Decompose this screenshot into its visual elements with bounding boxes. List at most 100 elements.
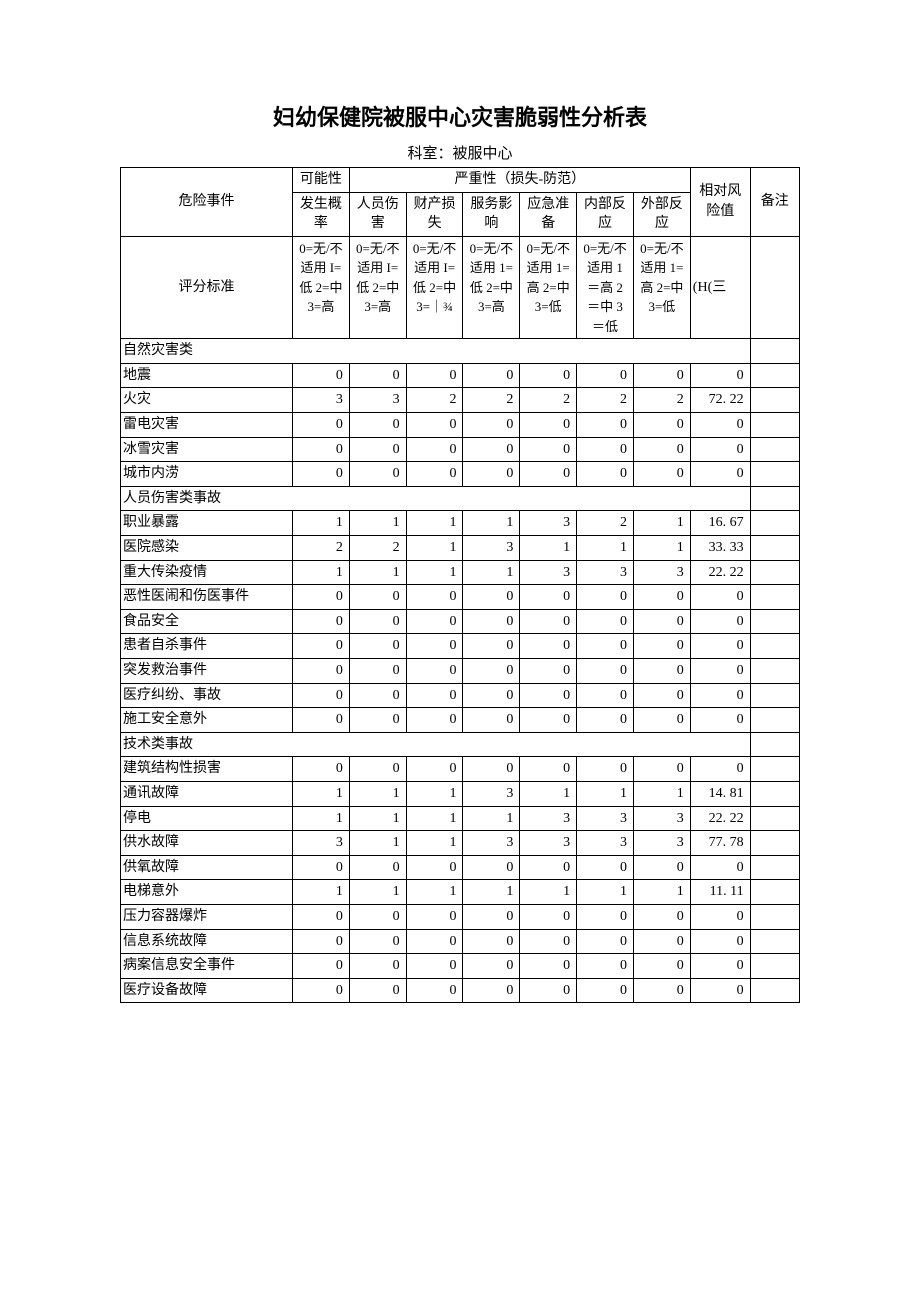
row-name: 患者自杀事件 — [121, 634, 293, 659]
cell-value: 0 — [293, 462, 350, 487]
table-row: 突发救治事件00000000 — [121, 659, 800, 684]
table-row: 地震00000000 — [121, 363, 800, 388]
note-cell — [750, 708, 799, 733]
cell-value: 1 — [633, 536, 690, 561]
cell-value: 0 — [520, 954, 577, 979]
cell-value: 0 — [406, 462, 463, 487]
row-name: 地震 — [121, 363, 293, 388]
cell-value: 0 — [349, 708, 406, 733]
cell-value: 0 — [406, 363, 463, 388]
cell-value: 1 — [463, 806, 520, 831]
cell-value: 0 — [520, 363, 577, 388]
cell-value: 0 — [633, 659, 690, 684]
cell-value: 1 — [463, 511, 520, 536]
cell-value: 0 — [463, 634, 520, 659]
header-c2: 人员伤害 — [349, 192, 406, 236]
header-severity-group: 严重性（损失-防范） — [349, 168, 690, 193]
cell-value: 1 — [633, 781, 690, 806]
row-name: 医院感染 — [121, 536, 293, 561]
header-c7: 外部反应 — [633, 192, 690, 236]
cell-value: 1 — [633, 880, 690, 905]
risk-value: 0 — [690, 659, 750, 684]
cell-value: 1 — [520, 880, 577, 905]
risk-value: 0 — [690, 437, 750, 462]
note-cell — [750, 560, 799, 585]
cell-value: 3 — [463, 831, 520, 856]
risk-value: 0 — [690, 929, 750, 954]
cell-value: 2 — [349, 536, 406, 561]
header-prob-group: 可能性 — [293, 168, 350, 193]
cell-value: 0 — [577, 659, 634, 684]
cell-value: 0 — [633, 683, 690, 708]
cell-value: 1 — [349, 831, 406, 856]
cell-value: 3 — [520, 831, 577, 856]
cell-value: 1 — [520, 781, 577, 806]
row-name: 压力容器爆炸 — [121, 904, 293, 929]
cell-value: 0 — [406, 929, 463, 954]
cell-value: 1 — [293, 511, 350, 536]
cell-value: 3 — [520, 511, 577, 536]
header-c3: 财产损失 — [406, 192, 463, 236]
cell-value: 0 — [293, 659, 350, 684]
cell-value: 2 — [463, 388, 520, 413]
cell-value: 0 — [577, 609, 634, 634]
cell-value: 0 — [406, 585, 463, 610]
note-cell — [750, 757, 799, 782]
cell-value: 0 — [520, 659, 577, 684]
cell-value: 0 — [633, 634, 690, 659]
table-row: 电梯意外111111111. 11 — [121, 880, 800, 905]
criteria-note — [750, 236, 799, 339]
cell-value: 0 — [463, 609, 520, 634]
cell-value: 0 — [577, 462, 634, 487]
cell-value: 0 — [577, 634, 634, 659]
cell-value: 2 — [293, 536, 350, 561]
row-name: 病案信息安全事件 — [121, 954, 293, 979]
cell-value: 0 — [520, 585, 577, 610]
cell-value: 1 — [577, 536, 634, 561]
risk-value: 14. 81 — [690, 781, 750, 806]
table-row: 通讯故障111311114. 81 — [121, 781, 800, 806]
cell-value: 1 — [406, 806, 463, 831]
row-name: 恶性医闹和伤医事件 — [121, 585, 293, 610]
cell-value: 0 — [633, 413, 690, 438]
cell-value: 1 — [349, 880, 406, 905]
criteria-c6: 0=无/不适用 1＝高 2＝中 3＝低 — [577, 236, 634, 339]
risk-value: 0 — [690, 363, 750, 388]
cell-value: 0 — [463, 757, 520, 782]
cell-value: 0 — [349, 363, 406, 388]
cell-value: 3 — [463, 536, 520, 561]
cell-value: 0 — [406, 855, 463, 880]
cell-value: 0 — [463, 437, 520, 462]
cell-value: 1 — [406, 560, 463, 585]
section-row: 技术类事故 — [121, 732, 800, 757]
table-row: 职业暴露111132116. 67 — [121, 511, 800, 536]
cell-value: 2 — [520, 388, 577, 413]
cell-value: 0 — [577, 904, 634, 929]
risk-value: 0 — [690, 634, 750, 659]
table-row: 雷电灾害00000000 — [121, 413, 800, 438]
cell-value: 0 — [349, 929, 406, 954]
criteria-label: 评分标准 — [121, 236, 293, 339]
cell-value: 0 — [293, 708, 350, 733]
risk-value: 22. 22 — [690, 560, 750, 585]
cell-value: 1 — [463, 560, 520, 585]
cell-value: 3 — [463, 781, 520, 806]
criteria-c1: 0=无/不适用 I=低 2=中 3=高 — [293, 236, 350, 339]
cell-value: 1 — [293, 781, 350, 806]
cell-value: 0 — [633, 363, 690, 388]
cell-value: 1 — [633, 511, 690, 536]
cell-value: 0 — [293, 978, 350, 1003]
cell-value: 1 — [293, 560, 350, 585]
cell-value: 0 — [406, 609, 463, 634]
row-name: 冰雪灾害 — [121, 437, 293, 462]
header-c4: 服务影响 — [463, 192, 520, 236]
cell-value: 0 — [577, 757, 634, 782]
cell-value: 0 — [349, 683, 406, 708]
cell-value: 0 — [577, 929, 634, 954]
row-name: 建筑结构性损害 — [121, 757, 293, 782]
cell-value: 0 — [406, 413, 463, 438]
row-name: 城市内涝 — [121, 462, 293, 487]
cell-value: 0 — [463, 363, 520, 388]
cell-value: 1 — [520, 536, 577, 561]
cell-value: 1 — [349, 560, 406, 585]
